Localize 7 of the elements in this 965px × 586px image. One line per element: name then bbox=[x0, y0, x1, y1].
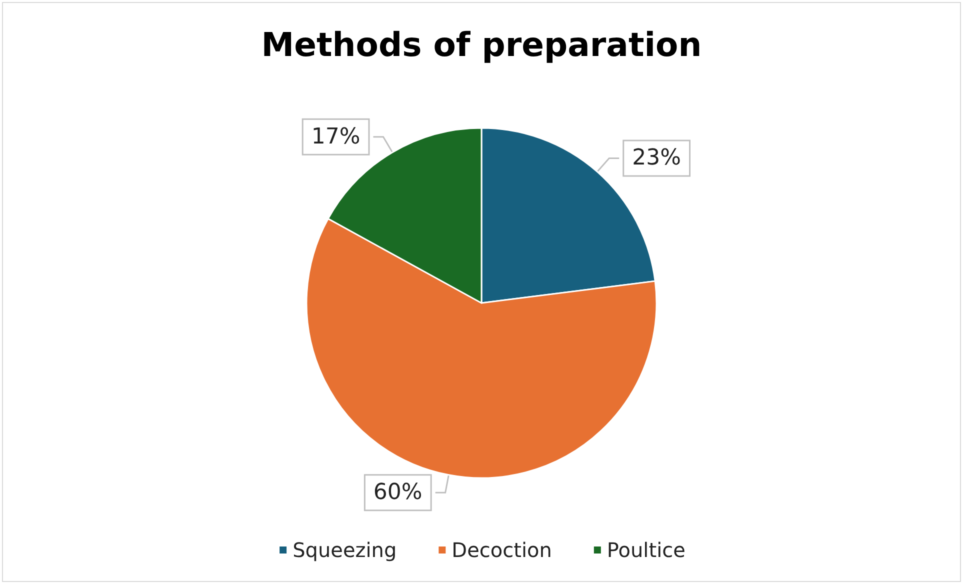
legend-label: Decoction bbox=[452, 538, 552, 562]
legend-label: Squeezing bbox=[292, 538, 397, 562]
data-label: 23% bbox=[632, 146, 682, 171]
chart-title: Methods of preparation bbox=[261, 25, 702, 64]
data-label: 17% bbox=[311, 124, 360, 150]
legend-label: Poultice bbox=[606, 538, 686, 562]
data-label: 60% bbox=[373, 480, 422, 506]
